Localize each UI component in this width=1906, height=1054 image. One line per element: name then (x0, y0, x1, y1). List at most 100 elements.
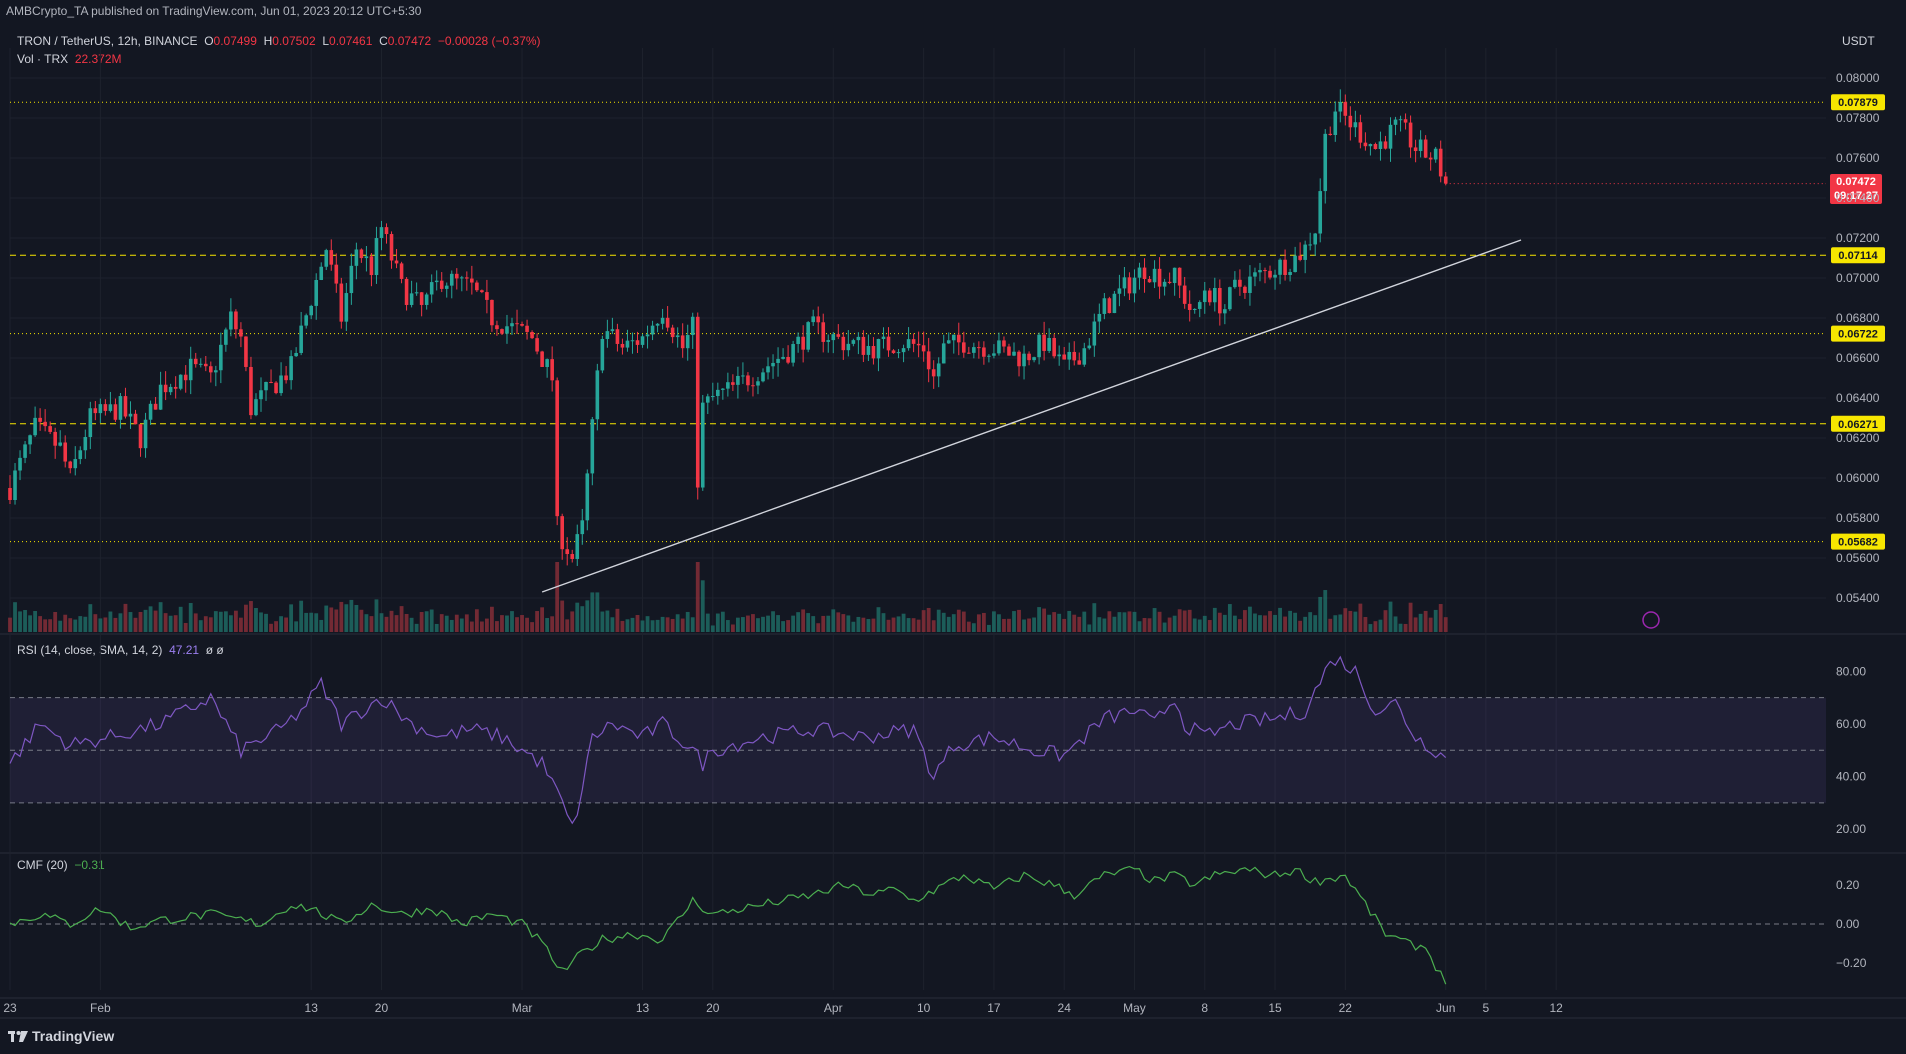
candle-body (796, 336, 800, 345)
volume-bar (485, 618, 489, 632)
volume-bar (168, 615, 173, 632)
candle-body (951, 334, 956, 341)
volume-bar (796, 612, 801, 632)
volume-bar (530, 622, 534, 632)
candle-body (1328, 133, 1333, 135)
candle-body (906, 339, 911, 349)
volume-bar (1107, 611, 1112, 632)
volume-bar (1238, 619, 1242, 632)
volume-bar (871, 618, 876, 632)
price-tick-label: 0.06200 (1836, 431, 1880, 445)
candle-body (771, 362, 775, 367)
volume-bar (595, 592, 600, 632)
candle-body (766, 366, 770, 373)
volume-bar (429, 609, 434, 632)
candle-body (1077, 360, 1082, 365)
volume-bar (1092, 603, 1097, 632)
candle-body (1162, 281, 1167, 287)
candle-body (1378, 141, 1383, 150)
candle-body (113, 404, 118, 420)
volume-bar (510, 611, 514, 632)
candle-body (595, 370, 600, 420)
symbol-title[interactable]: TRON / TetherUS, 12h, BINANCE (17, 34, 198, 48)
level-tag-label: 0.06271 (1838, 419, 1878, 431)
price-tick-label: 0.07000 (1836, 271, 1880, 285)
candle-body (324, 250, 329, 267)
candle-body (1278, 259, 1282, 275)
candle-body (756, 381, 760, 386)
candle-body (1243, 286, 1247, 293)
last-price-value: 0.07472 (1836, 175, 1876, 188)
volume-bar (645, 616, 650, 632)
volume-bar (208, 617, 213, 632)
volume-bar (48, 619, 53, 632)
trendline[interactable] (541, 239, 1522, 593)
volume-bar (1097, 617, 1102, 632)
volume-label[interactable]: Vol · TRX (17, 52, 69, 66)
level-tag-label: 0.07114 (1838, 250, 1878, 262)
candle-body (203, 363, 208, 367)
candle-body (1042, 334, 1046, 351)
volume-bar (249, 601, 253, 632)
candle-body (1308, 244, 1312, 246)
volume-bar (921, 610, 926, 632)
candle-body (982, 347, 986, 357)
candle-body (695, 316, 700, 488)
volume-bar (83, 616, 88, 632)
volume-bar (123, 603, 128, 632)
candle-body (183, 374, 188, 381)
rsi-label[interactable]: RSI (14, close, SMA, 14, 2) (17, 643, 163, 657)
candle-body (389, 234, 394, 261)
volume-bar (600, 611, 605, 632)
volume-bar (108, 611, 113, 632)
candle-body (1062, 354, 1066, 360)
time-tick-label: 8 (1201, 1001, 1208, 1015)
candle-body (560, 516, 564, 550)
volume-bar (730, 624, 735, 632)
candle-body (339, 283, 344, 322)
candle-body (1218, 287, 1222, 314)
volume-bar (766, 615, 770, 632)
candle-body (329, 250, 334, 265)
volume-bar (816, 623, 821, 632)
candle-body (254, 399, 258, 416)
candle-body (495, 325, 499, 330)
candle-body (655, 323, 660, 326)
volume-bar (605, 610, 610, 632)
candle-body (680, 335, 685, 349)
volume-bar (279, 616, 283, 632)
candle-body (1418, 139, 1423, 152)
candle-body (876, 339, 881, 359)
footer-brand[interactable]: TradingView (8, 1028, 114, 1044)
volume-bar (535, 611, 539, 632)
volume-bar (971, 623, 976, 632)
candle-body (1213, 287, 1217, 303)
candle-body (374, 238, 379, 276)
candle-body (460, 277, 464, 279)
cmf-label[interactable]: CMF (20) (17, 858, 68, 872)
candle-body (480, 290, 484, 293)
volume-bar (1323, 590, 1328, 632)
horizontal-levels (10, 101, 1826, 543)
volume-bar (324, 605, 329, 632)
candle-body (23, 444, 27, 458)
volume-bar (1117, 612, 1122, 632)
candle-body (404, 278, 409, 305)
volume-bar (178, 606, 183, 632)
candle-body (63, 442, 68, 462)
volume-bar (404, 613, 409, 632)
candle-body (264, 381, 268, 391)
candle-body (665, 317, 670, 328)
volume-bars (8, 562, 1448, 632)
volume-bar (234, 610, 238, 632)
lightning-icon[interactable] (1642, 611, 1660, 629)
candle-body (1443, 176, 1448, 184)
volume-bar (78, 616, 83, 632)
volume-bar (1022, 619, 1026, 632)
candle-body (1007, 346, 1011, 356)
candle-body (344, 293, 349, 322)
cmf-legend: CMF (20) −0.31 (17, 858, 105, 872)
volume-bar (1062, 618, 1067, 632)
volume-bar (269, 623, 273, 632)
